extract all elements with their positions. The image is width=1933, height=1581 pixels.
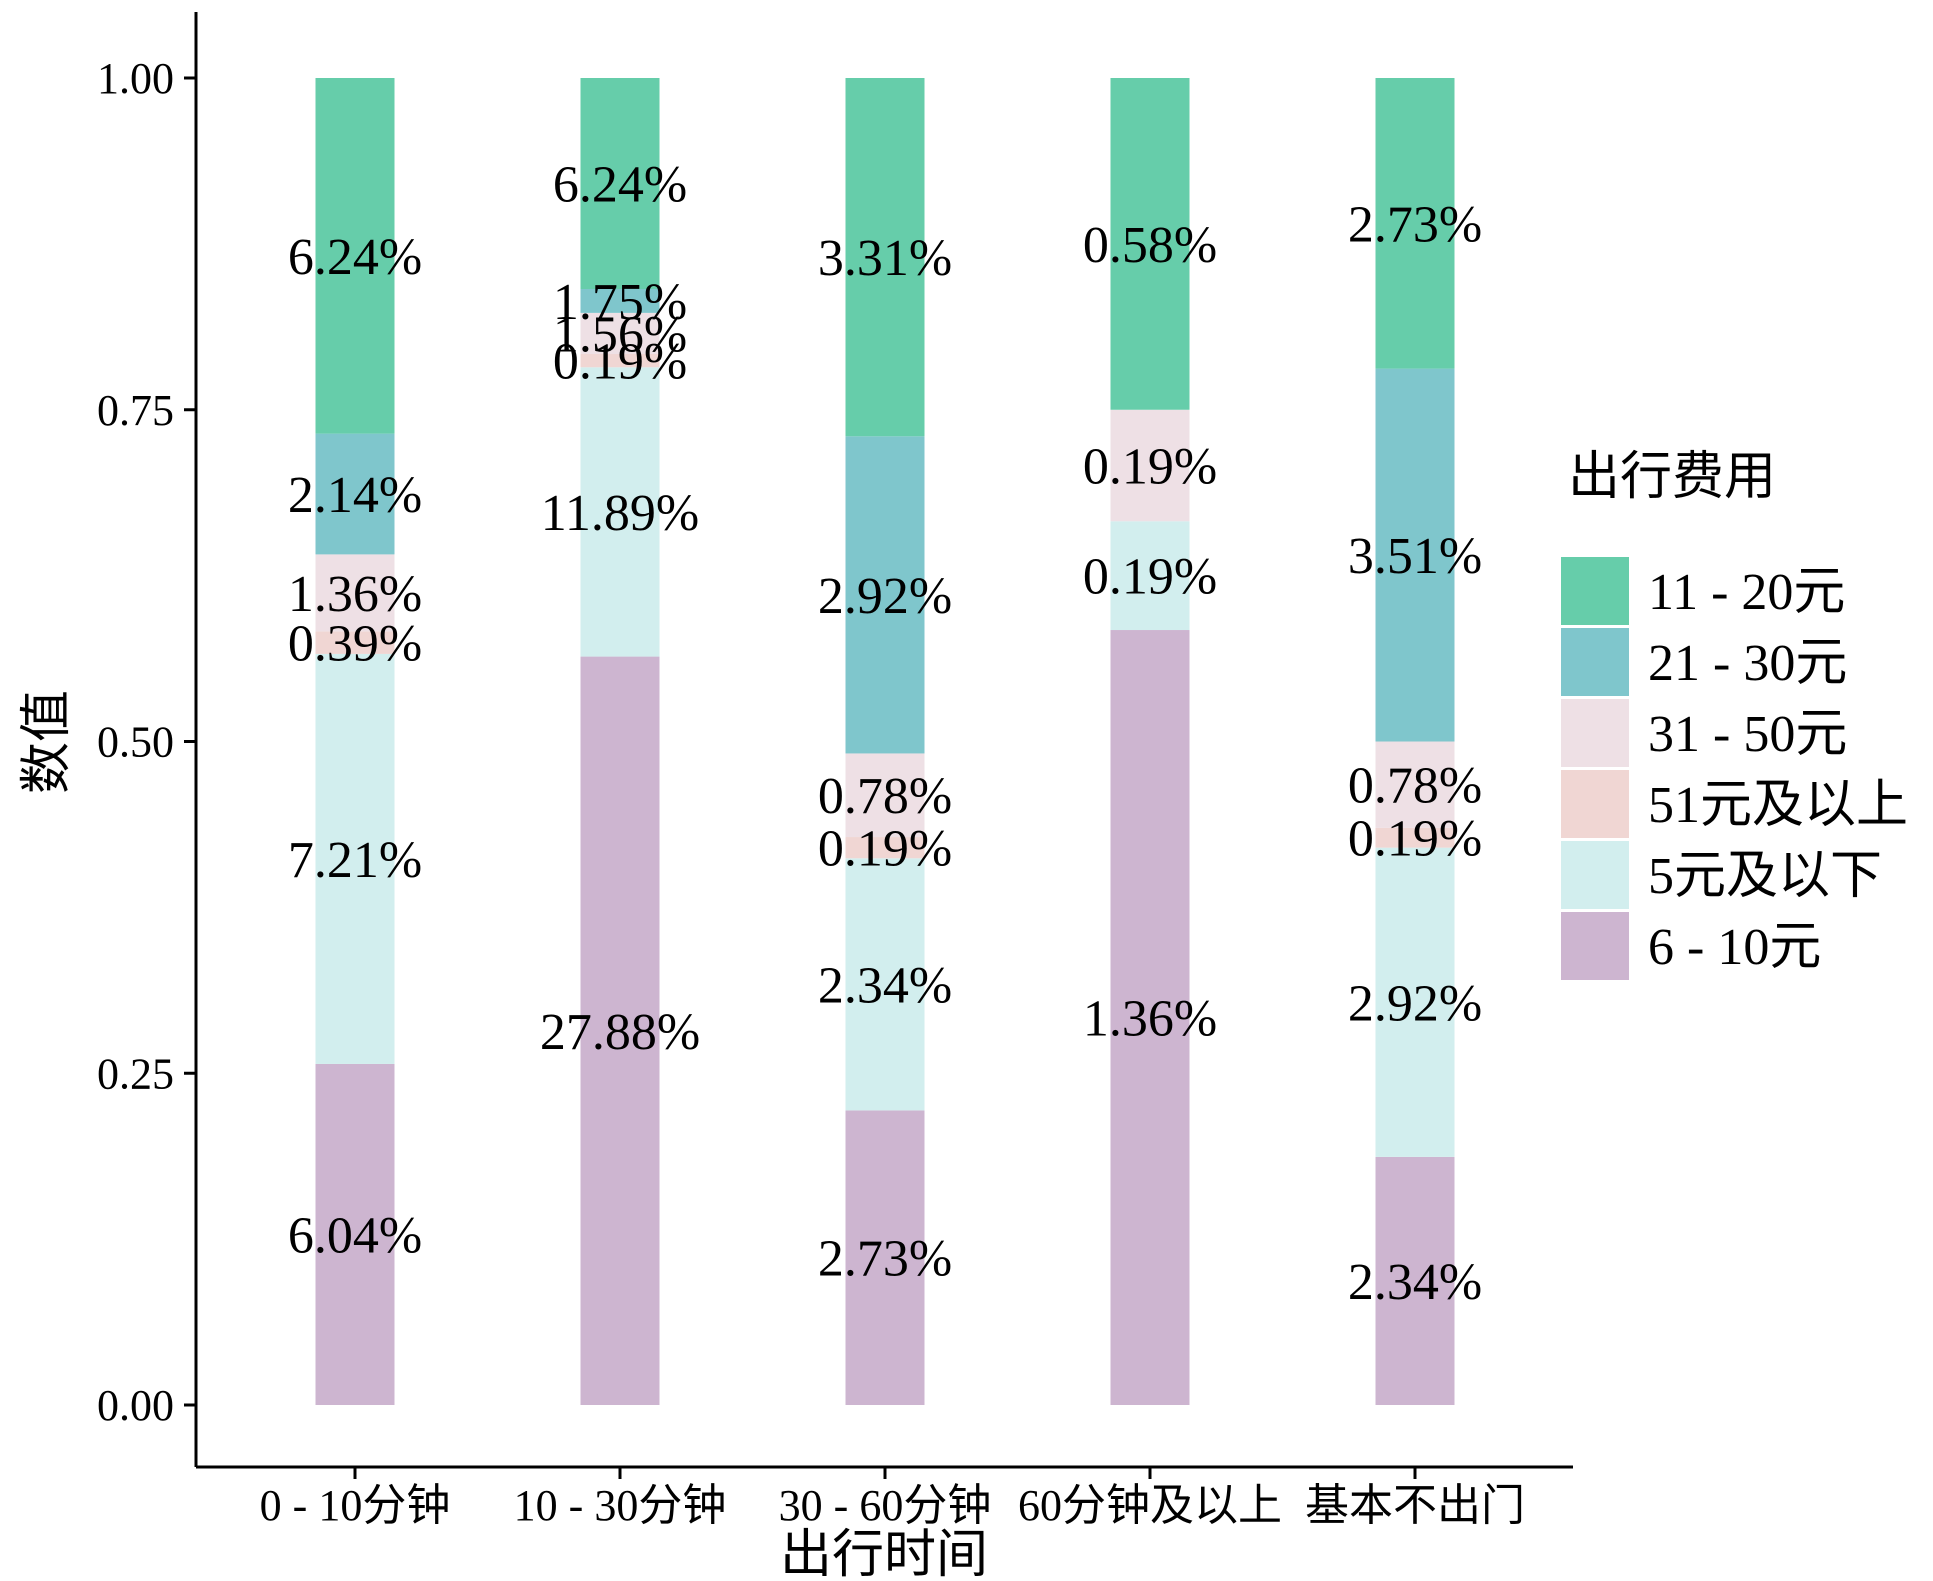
bar-segment — [845, 78, 925, 437]
bar-segment — [315, 554, 395, 632]
bar-segment-label: 2.73% — [818, 1231, 952, 1288]
bar-segment-label: 0.19% — [1083, 549, 1217, 606]
bar-segment — [580, 354, 660, 368]
bar-segment — [845, 436, 925, 754]
x-tick-label: 0 - 10分钟 — [260, 1481, 451, 1530]
x-axis-title: 出行时间 — [780, 1527, 988, 1581]
bar-segment-label: 2.14% — [288, 467, 422, 524]
bar-segment — [315, 631, 395, 654]
bar-segment-label: 2.73% — [1348, 196, 1482, 253]
bar-segment — [1110, 521, 1190, 631]
y-ticks-group: 0.00 0.25 0.50 0.75 1.00 — [97, 54, 196, 1430]
bar-segment — [845, 753, 925, 838]
bar-segment — [1375, 847, 1455, 1157]
bar-segment-label: 0.19% — [1083, 438, 1217, 495]
y-tick-label: 1.00 — [97, 54, 174, 103]
x-tick-label: 30 - 60分钟 — [779, 1481, 992, 1530]
bar-segment — [1375, 368, 1455, 742]
bar-segment-label: 11.89% — [541, 485, 699, 542]
bar-segment-label: 0.19% — [553, 334, 687, 391]
bar-segment-label: 1.36% — [288, 566, 422, 623]
x-ticks-group: 0 - 10分钟 10 - 30分钟 30 - 60分钟 60分钟及以上 基本不出门 — [260, 1467, 1525, 1530]
bar-segment — [580, 656, 660, 1405]
bar-segment — [1110, 78, 1190, 410]
legend-label: 11 - 20元 — [1648, 564, 1845, 621]
bar-segment-label: 27.88% — [540, 1004, 700, 1061]
bar-segment-label: 0.78% — [1348, 758, 1482, 815]
x-tick-label: 10 - 30分钟 — [514, 1481, 727, 1530]
bar-segment-label: 0.78% — [818, 768, 952, 825]
bar-segment — [580, 288, 660, 313]
legend: 出行费用 11 - 20元 21 - 30元 31 - 50元 51元及以上 5元及以下… — [1561, 449, 1908, 980]
segment-labels-group: 6.04%7.21%0.39%1.36%2.14%6.24%27.88%11.8… — [288, 156, 1482, 1310]
legend-swatch — [1561, 628, 1629, 696]
y-tick-label: 0.75 — [97, 386, 174, 435]
bar-segment — [1375, 78, 1455, 369]
bar-segment — [1375, 741, 1455, 828]
bar-segment — [845, 858, 925, 1111]
bar-segment-label: 2.34% — [1348, 1254, 1482, 1311]
legend-label: 51元及以上 — [1648, 777, 1908, 834]
bar-segment-label: 3.51% — [1348, 528, 1482, 585]
bar-segment — [580, 367, 660, 657]
x-tick-label: 60分钟及以上 — [1018, 1481, 1282, 1530]
legend-label: 5元及以下 — [1648, 848, 1882, 905]
y-tick-label: 0.00 — [97, 1381, 174, 1430]
legend-label: 6 - 10元 — [1648, 919, 1821, 976]
bar-segment-label: 7.21% — [288, 832, 422, 889]
legend-swatch — [1561, 699, 1629, 767]
bar-segment-label: 0.19% — [1348, 811, 1482, 868]
bar-segment-label: 2.92% — [818, 568, 952, 625]
bar-segment-label: 1.36% — [1083, 991, 1217, 1048]
bar-segment-label: 2.92% — [1348, 975, 1482, 1032]
bar-segment-label: 6.24% — [288, 229, 422, 286]
bar-segment — [1375, 1156, 1455, 1405]
legend-swatch — [1561, 770, 1629, 838]
bars-group — [315, 78, 1455, 1405]
bar-segment — [315, 78, 395, 434]
bar-segment — [1110, 409, 1190, 522]
bar-segment-label: 0.39% — [288, 616, 422, 673]
legend-swatch — [1561, 841, 1629, 909]
bar-segment — [315, 433, 395, 555]
bar-segment-label: 0.19% — [818, 821, 952, 878]
x-tick-label: 基本不出门 — [1305, 1481, 1525, 1530]
bar-segment — [315, 1063, 395, 1405]
bar-segment — [580, 312, 660, 355]
bar-segment — [1375, 827, 1455, 848]
legend-swatch — [1561, 557, 1629, 625]
legend-label: 31 - 50元 — [1648, 706, 1847, 763]
bar-segment-label: 6.24% — [553, 156, 687, 213]
bar-segment-label: 0.58% — [1083, 217, 1217, 274]
legend-swatch — [1561, 912, 1629, 980]
bar-segment-label: 1.75% — [553, 274, 687, 331]
bar-segment-label: 1.56% — [553, 306, 687, 363]
bar-segment — [845, 1110, 925, 1405]
bar-segment — [580, 78, 660, 289]
bar-segment-label: 3.31% — [818, 230, 952, 287]
bar-segment — [845, 837, 925, 859]
y-tick-label: 0.50 — [97, 718, 174, 767]
bar-segment-label: 2.34% — [818, 957, 952, 1014]
bar-segment — [1110, 630, 1190, 1405]
bar-segment-label: 6.04% — [288, 1207, 422, 1264]
legend-title: 出行费用 — [1568, 449, 1776, 506]
y-axis-title: 数值 — [19, 690, 76, 794]
y-tick-label: 0.25 — [97, 1049, 174, 1098]
legend-label: 21 - 30元 — [1648, 635, 1847, 692]
bar-segment — [315, 653, 395, 1064]
